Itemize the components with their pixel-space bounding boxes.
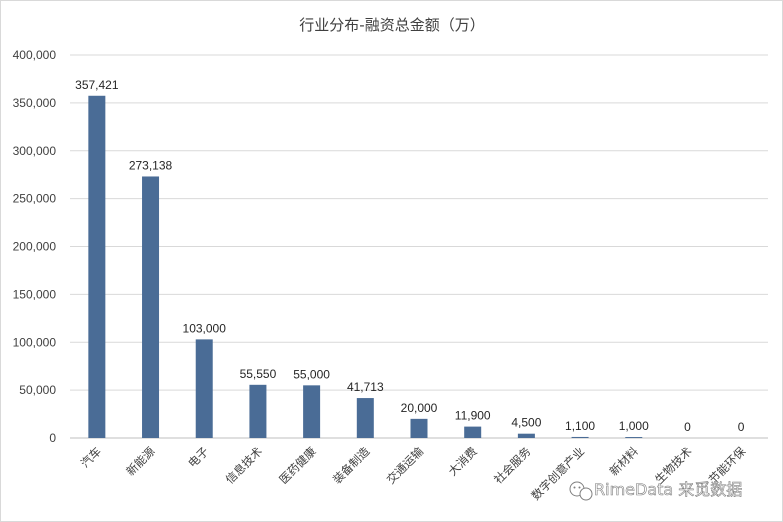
bar [410,418,428,438]
chart-title: 行业分布-融资总金额（万） [299,16,484,34]
bar [195,339,213,438]
data-label: 55,000 [293,367,330,381]
bar [571,436,589,438]
y-tick-label: 200,000 [13,240,57,254]
data-label: 4,500 [511,416,541,430]
data-label: 0 [684,420,691,434]
data-label: 103,000 [183,321,227,335]
y-tick-label: 100,000 [13,335,57,349]
category-label: 信息技术 [223,444,266,487]
y-tick-label: 0 [49,431,56,445]
y-axis-ticks: 0 50,000 100,000 150,000 200,000 250,000 300,0… [13,48,57,445]
data-label: 11,900 [455,409,491,423]
category-label: 医药健康 [276,444,319,487]
y-tick-label: 400,000 [13,48,57,62]
y-tick-label: 250,000 [13,192,57,206]
category-label: 新材料 [607,444,642,479]
y-tick-label: 350,000 [13,96,57,110]
bars [88,95,643,438]
bar [356,398,374,438]
data-label: 55,550 [240,367,277,381]
category-label: 交通运输 [384,444,427,487]
bar [249,384,267,438]
data-labels: 357,421 273,138 103,000 55,550 55,000 41,713 2… [75,78,745,434]
category-label: 社会服务 [491,444,534,487]
data-label: 357,421 [75,78,119,92]
data-label: 41,713 [347,380,384,394]
bar [517,433,535,438]
data-label: 1,100 [565,419,595,433]
bar [88,95,106,438]
watermark: RimeData 来觅数据 [569,480,743,501]
bar [464,426,482,438]
bar [142,176,160,438]
category-label: 装备制造 [330,444,373,487]
category-label: 汽车 [78,444,104,470]
data-label: 0 [738,420,745,434]
gridlines [70,54,768,439]
category-label: 新能源 [123,444,158,479]
bar [625,437,643,438]
data-label: 20,000 [401,401,438,415]
bar [303,385,321,438]
y-tick-label: 50,000 [19,383,56,397]
data-label: 1,000 [619,419,649,433]
watermark-text: RimeData 来觅数据 [594,480,742,499]
y-tick-label: 300,000 [13,144,57,158]
category-label: 大消费 [446,444,480,478]
wechat-icon [569,481,593,501]
y-tick-label: 150,000 [13,287,57,301]
data-label: 273,138 [129,158,173,172]
category-label: 电子 [185,444,211,470]
